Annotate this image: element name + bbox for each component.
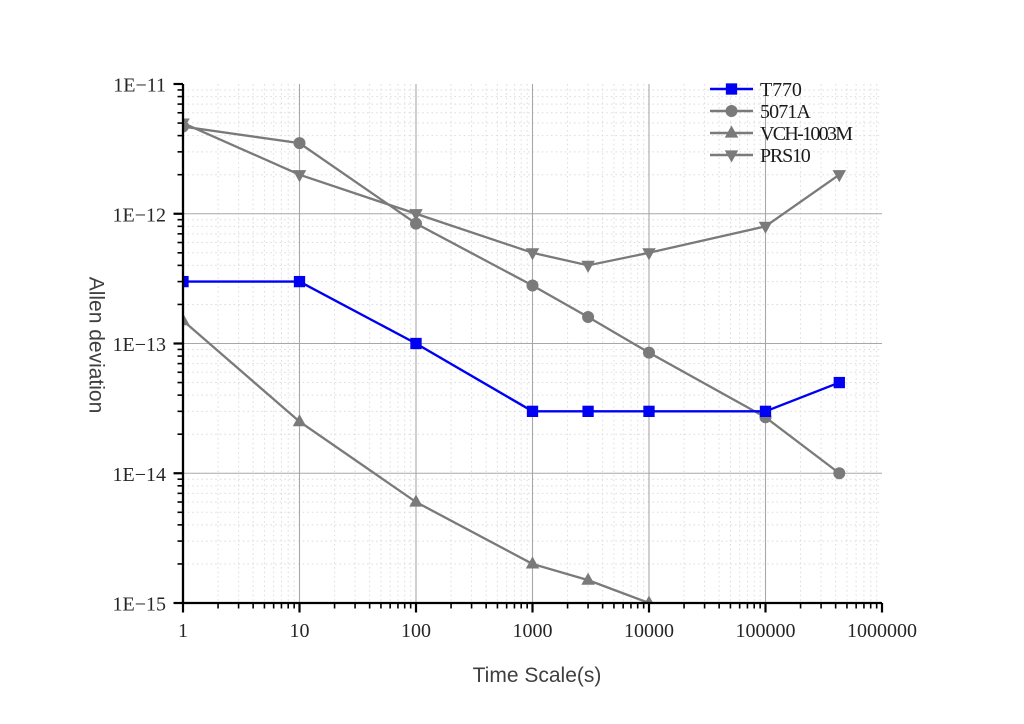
svg-text:1E−14: 1E−14 xyxy=(113,464,167,486)
svg-text:1000000: 1000000 xyxy=(847,620,917,642)
svg-text:PRS10: PRS10 xyxy=(760,145,811,167)
svg-text:VCH-1003M: VCH-1003M xyxy=(760,123,853,145)
svg-text:100: 100 xyxy=(401,620,431,642)
svg-text:1E−13: 1E−13 xyxy=(113,334,167,356)
svg-text:1E−15: 1E−15 xyxy=(113,594,167,616)
svg-text:5071A: 5071A xyxy=(760,101,811,123)
svg-text:Time Scale(s): Time Scale(s) xyxy=(473,664,602,687)
svg-text:1: 1 xyxy=(178,620,188,642)
svg-text:T770: T770 xyxy=(760,79,802,101)
svg-text:1E−11: 1E−11 xyxy=(113,75,166,97)
svg-text:Allen deviation: Allen deviation xyxy=(85,277,108,414)
svg-text:1E−12: 1E−12 xyxy=(113,204,167,226)
svg-text:10000: 10000 xyxy=(624,620,674,642)
svg-text:1000: 1000 xyxy=(513,620,553,642)
svg-text:100000: 100000 xyxy=(736,620,796,642)
svg-text:10: 10 xyxy=(290,620,310,642)
